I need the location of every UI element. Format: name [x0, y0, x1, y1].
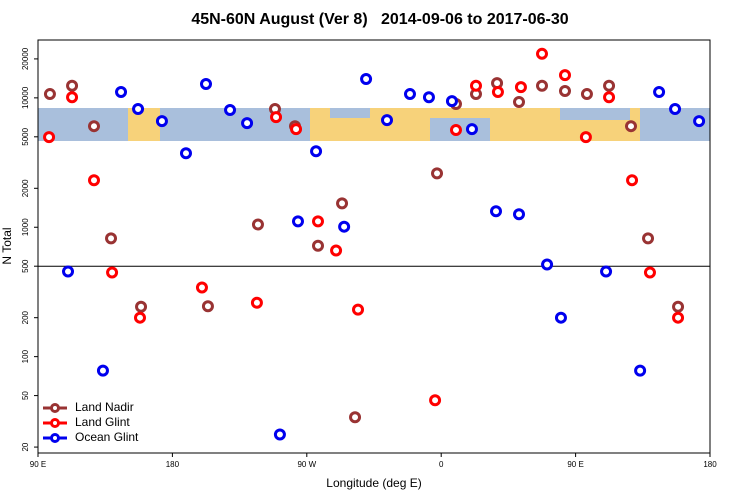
x-tick-label: 0 [439, 460, 444, 469]
point [514, 81, 527, 94]
point [513, 208, 526, 221]
point [603, 91, 616, 104]
point [312, 239, 324, 252]
y-tick-label: 200 [21, 310, 30, 324]
point [291, 215, 304, 228]
y-tick-label: 500 [21, 259, 30, 273]
point [579, 131, 592, 144]
point [634, 364, 647, 377]
point [66, 79, 79, 92]
point [133, 311, 146, 324]
point [554, 311, 567, 324]
point [251, 218, 264, 231]
point [380, 114, 393, 127]
point [330, 244, 343, 257]
x-tick-label: 180 [703, 460, 717, 469]
point [429, 394, 442, 407]
point [672, 300, 685, 313]
x-tick-label: 90 E [30, 460, 46, 469]
point [600, 265, 613, 278]
legend-marker [50, 418, 60, 428]
point [626, 174, 639, 187]
y-tick-label: 10000 [21, 86, 30, 109]
point [693, 115, 706, 128]
point [224, 104, 237, 117]
y-tick-label: 20 [21, 442, 30, 451]
point [106, 266, 119, 279]
point [155, 115, 168, 128]
y-tick-label: 20000 [21, 47, 30, 70]
point [66, 91, 79, 104]
point [541, 258, 554, 271]
point [88, 174, 100, 187]
point [43, 88, 56, 101]
point [310, 145, 323, 158]
point [270, 111, 283, 124]
legend-label: Land Nadir [75, 400, 134, 414]
point [88, 120, 100, 133]
plot-frame [37, 39, 711, 454]
point [360, 72, 373, 85]
y-tick-label: 2000 [21, 179, 30, 197]
point [62, 265, 75, 278]
point [43, 131, 56, 144]
x-tick-label: 90 W [297, 460, 316, 469]
point [669, 103, 682, 116]
legend-marker [50, 433, 60, 443]
point [490, 205, 503, 218]
point [273, 428, 286, 441]
point [135, 300, 148, 313]
point [625, 120, 638, 133]
point [349, 411, 362, 424]
point [558, 69, 571, 82]
y-tick-label: 5000 [21, 127, 30, 145]
point [449, 124, 462, 137]
point [422, 91, 435, 104]
x-axis-label: Longitude (deg E) [326, 476, 421, 490]
point [469, 79, 482, 92]
point [115, 85, 128, 98]
point [201, 300, 214, 313]
y-axis-label: N Total [0, 227, 14, 264]
x-tick-label: 90 E [567, 460, 583, 469]
point [558, 84, 571, 97]
point [250, 296, 263, 309]
point [465, 123, 478, 136]
chart-title: 45N-60N August (Ver 8) 2014-09-06 to 201… [191, 11, 568, 28]
point [312, 215, 324, 228]
point [200, 77, 212, 90]
point [491, 85, 504, 98]
point [536, 79, 548, 92]
point [290, 123, 303, 136]
point [179, 147, 192, 160]
y-tick-label: 50 [21, 391, 30, 400]
point [105, 232, 118, 245]
point [403, 88, 416, 101]
legend-label: Ocean Glint [75, 430, 139, 444]
point [603, 79, 616, 92]
point [431, 167, 444, 180]
x-tick-label: 180 [166, 460, 180, 469]
point [580, 88, 593, 101]
point [642, 232, 655, 245]
point [195, 281, 208, 294]
point [653, 85, 666, 98]
y-tick-label: 100 [21, 349, 30, 363]
point [241, 117, 254, 130]
point [96, 364, 109, 377]
point [672, 311, 685, 324]
point [336, 197, 349, 210]
legend-marker [50, 403, 60, 413]
point [338, 220, 351, 233]
legend-label: Land Glint [75, 415, 130, 429]
point [536, 47, 548, 60]
point [445, 95, 458, 108]
point [643, 266, 656, 279]
point [513, 95, 526, 108]
point [352, 303, 365, 316]
y-tick-label: 1000 [21, 218, 30, 236]
point [132, 103, 145, 116]
